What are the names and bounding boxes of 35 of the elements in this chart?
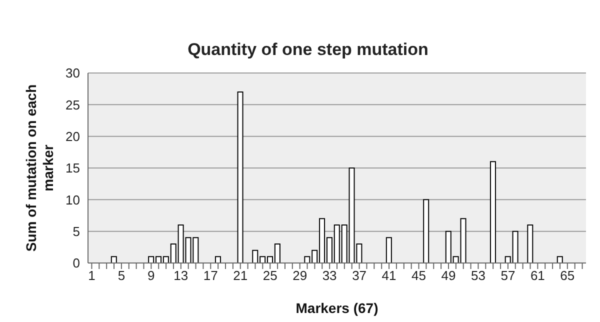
- x-tick-label: 57: [500, 268, 516, 284]
- x-tick-label: 21: [233, 268, 248, 284]
- bar: [386, 237, 392, 263]
- bar: [237, 92, 244, 263]
- x-tick-label: 45: [412, 268, 426, 284]
- x-tick-label: 53: [470, 268, 486, 284]
- x-tick-label: 13: [174, 268, 188, 284]
- x-tick-label: 9: [148, 268, 155, 284]
- x-tick-label: 65: [560, 268, 575, 284]
- x-tick-label: 37: [352, 268, 367, 284]
- y-tick-label: 5: [72, 224, 80, 239]
- bar: [214, 256, 221, 263]
- bar: [527, 224, 534, 263]
- y-tick-label: 25: [66, 97, 80, 112]
- bar: [423, 199, 430, 263]
- x-tick-label: 61: [530, 268, 545, 284]
- bar: [490, 161, 496, 263]
- x-tick-label: 49: [441, 268, 456, 284]
- x-axis-title: Markers (67): [296, 300, 378, 316]
- y-tick-label: 20: [66, 128, 80, 144]
- y-tick-label: 30: [66, 66, 80, 81]
- y-axis-title: Sum of mutation on each marker: [23, 84, 56, 252]
- y-tick-label: 15: [66, 160, 80, 176]
- bar: [110, 256, 117, 263]
- y-tick-label: 0: [72, 256, 80, 271]
- x-tick-label: 41: [382, 268, 396, 284]
- x-tick-label: 1: [88, 268, 96, 284]
- x-tick-label: 5: [118, 268, 126, 284]
- chart-title: Quantity of one step mutation: [186, 40, 430, 60]
- x-tick-label: 17: [203, 268, 218, 284]
- x-tick-label: 33: [322, 268, 337, 284]
- bar: [556, 256, 563, 263]
- x-tick-label: 29: [292, 268, 308, 284]
- x-tick-label: 25: [262, 268, 278, 284]
- y-tick-label: 10: [66, 192, 80, 208]
